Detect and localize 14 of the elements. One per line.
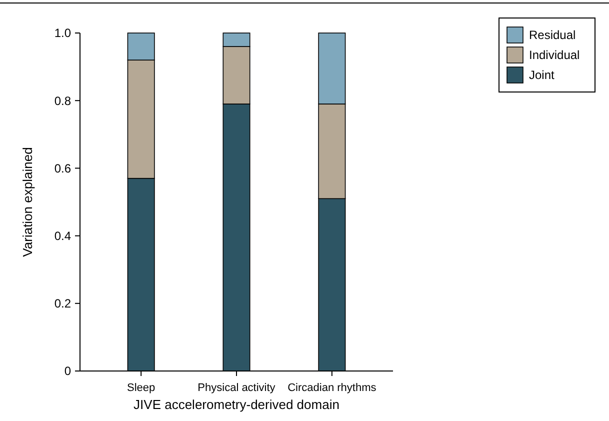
y-tick-label: 0.6: [54, 161, 72, 176]
y-axis-title: Variation explained: [20, 147, 35, 257]
y-tick-label: 0.8: [54, 94, 72, 108]
y-tick-label: 0: [64, 364, 72, 378]
x-axis-title: JIVE accelerometry-derived domain: [134, 397, 340, 412]
x-tick-label: Sleep: [127, 382, 156, 394]
legend-label: Residual: [529, 28, 576, 42]
legend-label: Joint: [529, 68, 556, 82]
legend-label: Individual: [529, 48, 580, 62]
y-tick-label: 1.0: [54, 26, 72, 40]
y-tick-label: 0.2: [54, 296, 72, 311]
y-tick-label: 0.4: [54, 229, 72, 243]
x-tick-label: Physical activity: [198, 382, 276, 394]
x-tick-label: Circadian rhythms: [288, 382, 377, 394]
